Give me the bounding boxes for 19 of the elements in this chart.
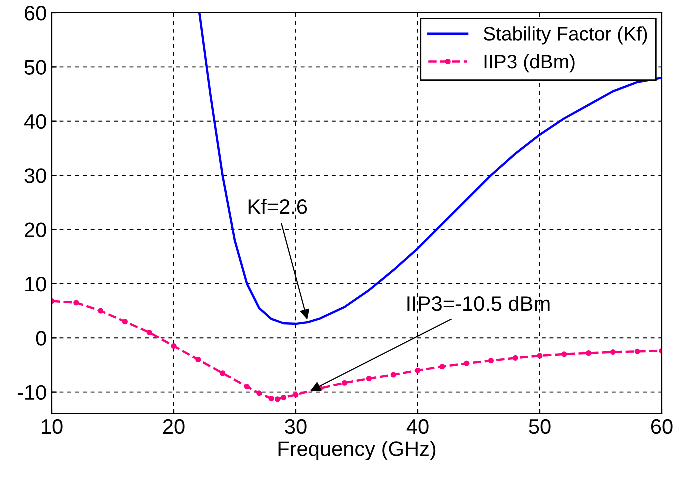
annotation: Kf=2.6 <box>248 198 308 214</box>
y-tick-label: 10 <box>26 276 46 292</box>
y-tick-label: 40 <box>24 114 46 130</box>
y-tick-label: 60 <box>25 6 46 21</box>
x-tick-label: 20 <box>163 419 185 434</box>
x-axis-title: Frequency (GHz) <box>278 441 436 460</box>
y-tick-label: 0 <box>36 331 46 346</box>
y-tick-label: 20 <box>25 222 46 238</box>
annotation: IIP3=-10.5 dBm <box>408 296 550 312</box>
x-tick-label: 60 <box>651 419 673 434</box>
x-tick-label: 50 <box>529 419 551 434</box>
legend-label: Stability Factor (Kf) <box>484 26 648 45</box>
x-tick-label: 30 <box>285 419 307 434</box>
y-tick-label: 50 <box>24 60 46 75</box>
y-tick-label: 30 <box>24 168 46 184</box>
x-tick-label: 40 <box>406 419 429 434</box>
y-tick-label: -10 <box>18 385 46 400</box>
x-tick-label: 10 <box>42 419 63 434</box>
legend-label: IIP3 (dBm) <box>484 54 575 73</box>
